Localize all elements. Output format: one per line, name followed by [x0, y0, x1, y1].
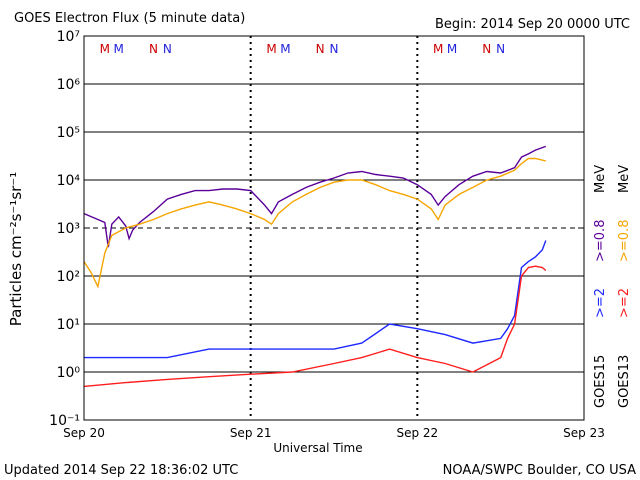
x-tick-label: Sep 23: [563, 426, 605, 440]
y-tick-label: 10⁰: [57, 365, 81, 381]
x-tick-label: Sep 22: [396, 426, 438, 440]
chart-title: GOES Electron Flux (5 minute data): [14, 11, 245, 26]
series-line: [83, 265, 547, 388]
orbit-marker: M: [280, 42, 290, 56]
orbit-marker: N: [482, 42, 491, 56]
x-axis-label: Universal Time: [273, 441, 362, 455]
legend-ge08-goes13: >=0.8: [617, 220, 632, 262]
orbit-marker: M: [114, 42, 124, 56]
y-tick-label: 10⁷: [57, 29, 80, 45]
series-line: [84, 240, 547, 359]
y-tick-label: 10¹: [57, 317, 80, 333]
orbit-marker: M: [100, 42, 110, 56]
orbit-marker: N: [163, 42, 172, 56]
y-tick-label: 10⁶: [57, 77, 81, 93]
y-tick-label: 10³: [57, 221, 80, 237]
y-tick-label: 10⁵: [57, 125, 80, 141]
orbit-marker: M: [447, 42, 457, 56]
legend-ge2-goes15: >=2: [593, 288, 608, 318]
begin-date: Begin: 2014 Sep 20 0000 UTC: [435, 17, 630, 32]
orbit-marker: N: [149, 42, 158, 56]
y-tick-label: 10²: [57, 269, 80, 285]
y-tick-labels: 10⁻¹ 10⁰ 10¹ 10² 10³ 10⁴ 10⁵ 10⁶ 10⁷: [49, 29, 584, 429]
orbit-marker: N: [330, 42, 339, 56]
legend-mev-goes15: MeV: [593, 165, 608, 193]
y-tick-label: 10⁴: [57, 173, 81, 189]
series-line: [83, 157, 546, 289]
day-boundary-lines: [249, 36, 419, 420]
y-axis-label: Particles cm⁻²s⁻¹sr⁻¹: [7, 172, 25, 326]
credit-text: NOAA/SWPC Boulder, CO USA: [443, 463, 636, 478]
gridlines: [84, 83, 584, 373]
legend-goes15: GOES15: [593, 355, 608, 408]
legend-goes13: GOES13: [617, 355, 632, 408]
orbit-marker: N: [496, 42, 505, 56]
x-tick-labels: Sep 20 Sep 21 Sep 22 Sep 23: [63, 426, 605, 440]
legend: GOES15 GOES13 >=2 >=2 >=0.8 >=0.8 MeV MeV: [593, 165, 632, 408]
series-line: [83, 145, 547, 248]
orbit-marker: M: [266, 42, 276, 56]
legend-mev-goes13: MeV: [617, 165, 632, 193]
orbit-marker: N: [316, 42, 325, 56]
x-tick-label: Sep 21: [230, 426, 272, 440]
x-tick-label: Sep 20: [63, 426, 105, 440]
legend-ge08-goes15: >=0.8: [593, 220, 608, 262]
y-tick-label: 10⁻¹: [49, 413, 80, 429]
legend-ge2-goes13: >=2: [617, 288, 632, 318]
series-group: [83, 145, 547, 388]
orbit-marker: M: [433, 42, 443, 56]
updated-timestamp: Updated 2014 Sep 22 18:36:02 UTC: [4, 463, 238, 478]
